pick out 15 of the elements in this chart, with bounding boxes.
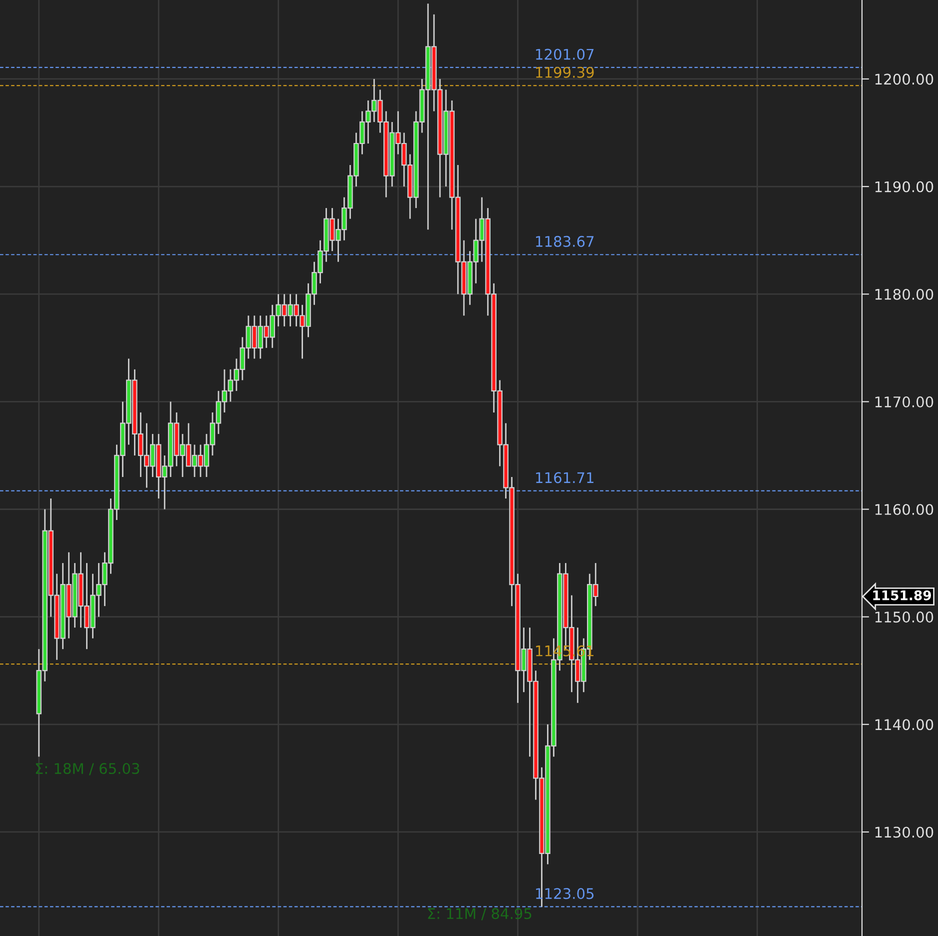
y-tick-label: 1140.00 <box>875 719 934 730</box>
annotation: Σ: 18M / 65.03 <box>36 763 140 776</box>
ref-line-label: 1161.71 <box>536 472 594 484</box>
y-tick-label: 1190.00 <box>875 181 934 192</box>
y-tick-label: 1160.00 <box>875 504 934 515</box>
y-tick-label: 1150.00 <box>875 612 934 623</box>
ref-line-label: 1199.39 <box>536 66 594 78</box>
y-tick-label: 1170.00 <box>875 396 934 408</box>
text: 1151.89 <box>873 590 931 600</box>
ref-line-label: 1183.67 <box>536 236 594 247</box>
ref-line-label: 1201.07 <box>536 48 594 60</box>
y-tick-label: 1180.00 <box>875 288 934 300</box>
annotation: Σ: 11M / 84.95 <box>428 908 532 920</box>
y-tick-label: 1130.00 <box>875 826 934 838</box>
y-tick-label: 1200.00 <box>875 74 934 85</box>
